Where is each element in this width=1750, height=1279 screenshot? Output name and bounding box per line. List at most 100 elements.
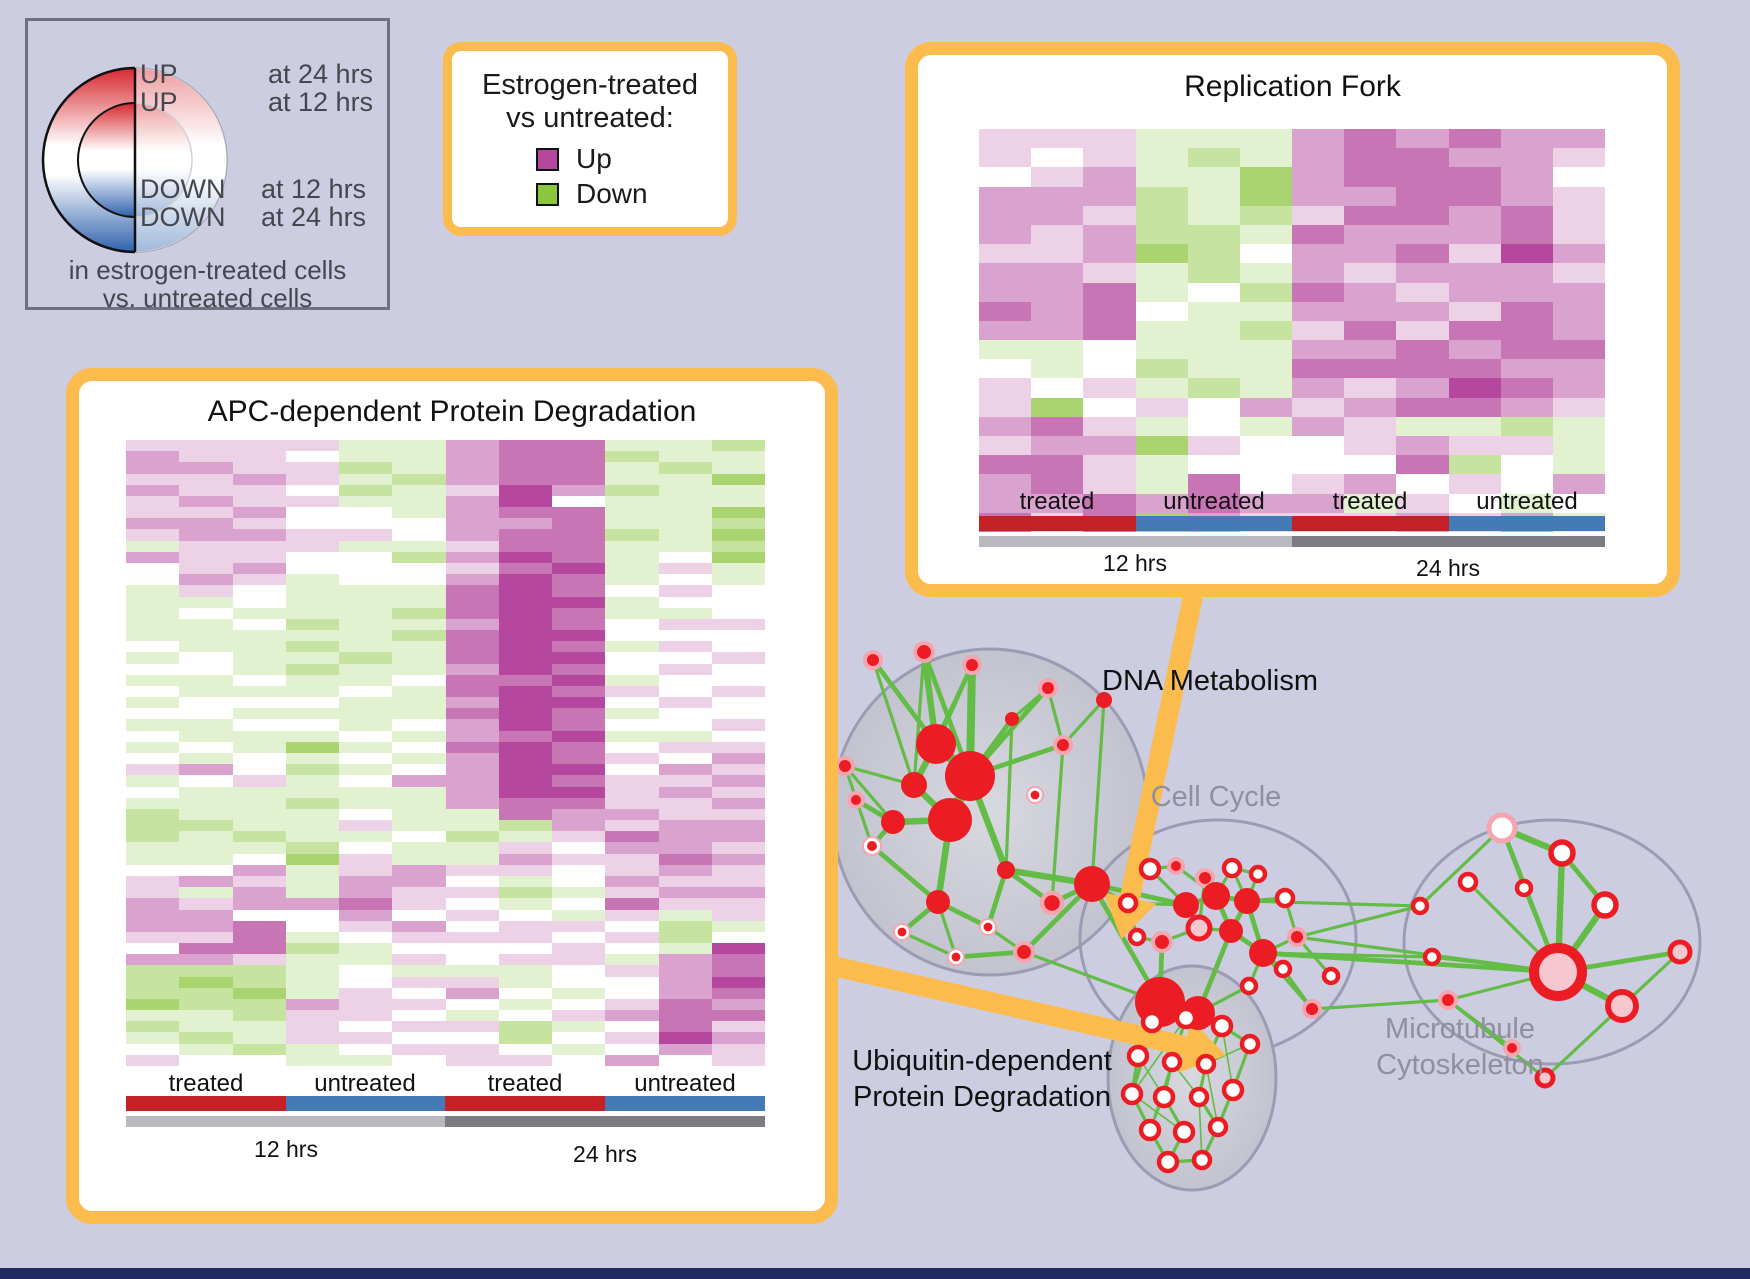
heatmap-cell — [445, 954, 499, 966]
apc-group-untreated-24: untreated — [634, 1070, 736, 1097]
heatmap-cell — [392, 562, 446, 575]
heatmap-cell — [1552, 455, 1605, 475]
heatmap-cell — [392, 998, 446, 1011]
heatmap-cell — [445, 764, 499, 776]
network-node — [1249, 939, 1277, 967]
heatmap-cell — [232, 842, 286, 854]
heatmap-cell — [126, 875, 180, 888]
heatmap-cell — [179, 518, 233, 530]
heatmap-cell — [285, 529, 339, 541]
heatmap-cell — [605, 898, 659, 910]
heatmap-cell — [179, 451, 233, 463]
heatmap-cell — [1500, 436, 1553, 456]
heatmap-cell — [126, 529, 180, 541]
ring-dir-up12: UP — [140, 87, 178, 117]
heatmap-cell — [445, 842, 499, 854]
heatmap-cell — [1292, 282, 1345, 302]
network-edge — [870, 844, 940, 904]
heatmap-cell — [339, 943, 393, 955]
heatmap-cell — [658, 842, 712, 854]
heatmap-cell — [285, 596, 339, 608]
heatmap-cell — [445, 551, 499, 563]
network-node — [1321, 966, 1341, 986]
heatmap-cell — [179, 507, 233, 519]
heatmap-cell — [498, 495, 552, 508]
heatmap-cell — [658, 507, 712, 519]
heatmap-cell — [498, 574, 552, 586]
network-node — [835, 756, 855, 776]
heatmap-cell — [126, 808, 180, 821]
ring-caption-2: vs. untreated cells — [102, 283, 313, 313]
heatmap-cell — [1239, 416, 1292, 437]
heatmap-cell — [711, 920, 765, 932]
heatmap-cell — [1448, 378, 1501, 398]
heatmap-cell — [1396, 301, 1449, 321]
heatmap-cell — [445, 864, 499, 876]
heatmap-cell — [552, 719, 606, 731]
heatmap-cell — [658, 663, 712, 675]
heatmap-cell — [179, 987, 233, 999]
heatmap-cell — [392, 618, 446, 631]
heatmap-cell — [552, 529, 606, 541]
heatmap-cell — [339, 954, 393, 966]
heatmap-cell — [498, 663, 552, 675]
heatmap-cell — [126, 451, 180, 463]
heatmap-cell — [285, 462, 339, 474]
heatmap-cell — [179, 551, 233, 563]
heatmap-cell — [179, 1054, 233, 1066]
heatmap-cell — [445, 820, 499, 832]
heatmap-cell — [658, 920, 712, 932]
heatmap-cell — [1135, 148, 1188, 168]
heatmap-cell — [498, 965, 552, 977]
heatmap-cell — [1448, 244, 1501, 264]
heatmap-cell — [179, 596, 233, 608]
ring-time-up24: at 24 hrs — [268, 59, 374, 89]
heatmap-cell — [1500, 416, 1553, 437]
heatmap-cell — [339, 495, 393, 508]
heatmap-cell — [339, 484, 393, 496]
heatmap-cell — [392, 820, 446, 832]
heatmap-cell — [498, 618, 552, 631]
heatmap-cell — [498, 730, 552, 742]
heatmap-cell — [232, 909, 286, 921]
heatmap-cell — [392, 697, 446, 709]
heatmap-cell — [1031, 320, 1084, 341]
heatmap-cell — [1292, 340, 1345, 360]
heatmap-cell — [392, 484, 446, 496]
heatmap-cell — [285, 674, 339, 686]
heatmap-cell — [285, 887, 339, 899]
heatmap-cell — [179, 685, 233, 698]
ring-time-down12: at 12 hrs — [261, 174, 367, 204]
heatmap-cell — [1344, 205, 1397, 225]
heatmap-cell — [1083, 455, 1136, 475]
heatmap-cell — [658, 976, 712, 988]
heatmap-cell — [339, 562, 393, 575]
heatmap-cell — [1344, 186, 1397, 206]
heatmap-cell — [658, 987, 712, 999]
heatmap-cell — [498, 484, 552, 496]
legend-title-line1: Estrogen-treated — [481, 69, 698, 101]
heatmap-cell — [1500, 244, 1553, 264]
rf-group-untreated-12: untreated — [1163, 488, 1265, 515]
heatmap-cell — [1239, 474, 1292, 494]
heatmap-cell — [1135, 320, 1188, 341]
heatmap-cell — [1239, 148, 1292, 168]
heatmap-cell — [1031, 359, 1084, 379]
heatmap-cell — [711, 540, 765, 552]
heatmap-cell — [1083, 186, 1136, 206]
heatmap-cell — [126, 697, 180, 709]
heatmap-cell — [498, 630, 552, 642]
heatmap-cell — [1396, 340, 1449, 360]
network-edge — [1543, 1004, 1624, 1080]
heatmap-cell — [232, 596, 286, 608]
heatmap-cell — [285, 507, 339, 519]
heatmap-cell — [711, 1010, 765, 1022]
heatmap-cell — [126, 976, 180, 988]
apc-bar-treated-12 — [126, 1096, 286, 1111]
network-node — [1287, 927, 1307, 947]
heatmap-cell — [552, 551, 606, 563]
heatmap-cell — [232, 1043, 286, 1055]
network-node — [847, 791, 865, 809]
heatmap-cell — [179, 786, 233, 798]
heatmap-cell — [658, 495, 712, 508]
